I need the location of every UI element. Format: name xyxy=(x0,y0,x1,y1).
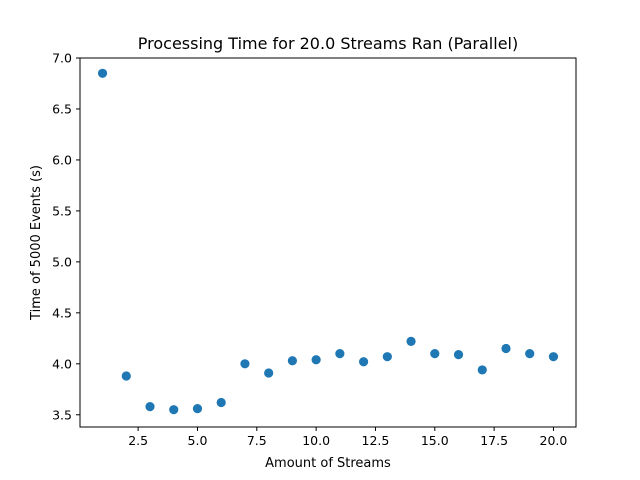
y-tick-label: 4.0 xyxy=(52,356,72,371)
x-axis: 2.5 5.0 7.5 10.0 12.5 15.0 17.5 20.0 xyxy=(128,427,567,448)
y-tick-label: 5.0 xyxy=(52,254,72,269)
data-point xyxy=(335,349,345,359)
x-axis-label: Amount of Streams xyxy=(265,456,391,471)
y-axis-label: Time of 5000 Events (s) xyxy=(29,165,44,321)
data-point xyxy=(430,349,440,359)
data-point xyxy=(192,404,203,414)
data-point xyxy=(525,349,535,359)
y-tick-label: 6.0 xyxy=(52,152,72,167)
data-point xyxy=(548,352,559,362)
x-tick-label: 12.5 xyxy=(362,433,390,448)
data-point xyxy=(501,343,511,354)
x-tick-label: 15.0 xyxy=(421,433,449,448)
data-points xyxy=(97,68,559,415)
x-tick-label: 2.5 xyxy=(128,433,148,448)
x-tick-label: 5.0 xyxy=(188,433,208,448)
data-point xyxy=(216,397,226,408)
data-point xyxy=(406,336,416,346)
data-point xyxy=(382,352,392,362)
data-point xyxy=(240,359,250,369)
x-tick-label: 20.0 xyxy=(540,433,568,448)
data-point xyxy=(97,68,108,78)
data-point xyxy=(169,405,179,415)
chart-title: Processing Time for 20.0 Streams Ran (Pa… xyxy=(138,34,518,53)
x-tick-label: 7.5 xyxy=(247,433,267,448)
data-point xyxy=(121,371,131,381)
y-tick-label: 5.5 xyxy=(52,203,72,218)
x-tick-label: 17.5 xyxy=(480,433,508,448)
data-point xyxy=(453,350,464,360)
y-tick-label: 6.5 xyxy=(52,101,72,116)
data-point xyxy=(145,402,155,412)
data-point xyxy=(287,356,298,366)
data-point xyxy=(264,368,274,378)
y-tick-label: 3.5 xyxy=(52,407,72,422)
y-tick-label: 4.5 xyxy=(52,305,72,320)
data-point xyxy=(311,355,321,365)
plot-area-frame xyxy=(79,57,577,428)
x-tick-label: 10.0 xyxy=(302,433,330,448)
y-tick-label: 7.0 xyxy=(52,51,72,66)
data-point xyxy=(477,365,487,375)
data-point xyxy=(358,357,369,367)
y-axis: 3.5 4.0 4.5 5.0 5.5 6.0 6.5 7.0 xyxy=(52,51,80,422)
